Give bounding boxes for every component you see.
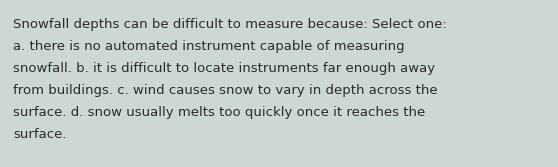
Text: from buildings. c. wind causes snow to vary in depth across the: from buildings. c. wind causes snow to v… <box>13 84 437 97</box>
Text: surface. d. snow usually melts too quickly once it reaches the: surface. d. snow usually melts too quick… <box>13 106 425 119</box>
Text: snowfall. b. it is difficult to locate instruments far enough away: snowfall. b. it is difficult to locate i… <box>13 62 435 75</box>
Text: a. there is no automated instrument capable of measuring: a. there is no automated instrument capa… <box>13 40 405 53</box>
Text: Snowfall depths can be difficult to measure because: Select one:: Snowfall depths can be difficult to meas… <box>13 18 447 31</box>
Text: surface.: surface. <box>13 128 66 141</box>
